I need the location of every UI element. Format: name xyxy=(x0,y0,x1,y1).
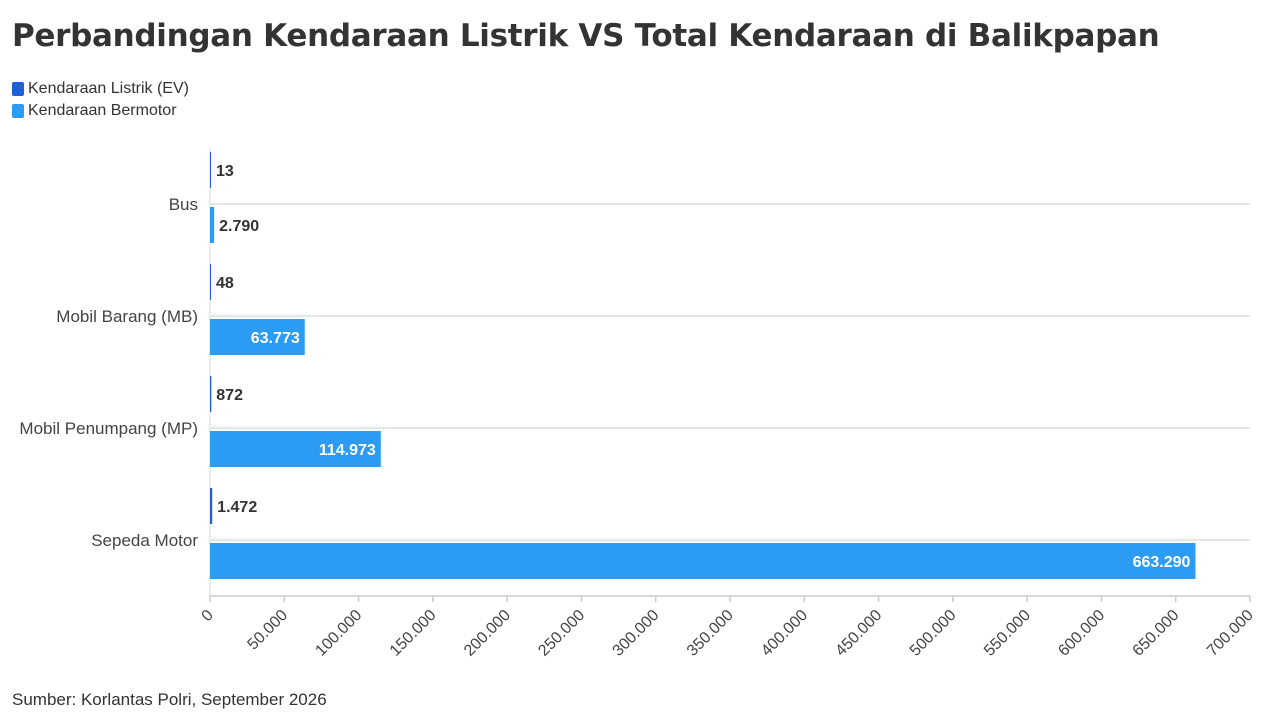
category-label: Sepeda Motor xyxy=(91,531,198,550)
x-tick-label: 400.000 xyxy=(758,607,811,660)
data-label-bermotor: 2.790 xyxy=(219,218,259,235)
data-label-bermotor: 663.290 xyxy=(1133,554,1191,571)
x-tick-label: 100.000 xyxy=(312,607,365,660)
legend-swatch-ev xyxy=(12,82,24,96)
data-label-ev: 1.472 xyxy=(217,499,257,516)
legend-item-ev[interactable]: Kendaraan Listrik (EV) xyxy=(12,78,189,100)
data-label-bermotor: 63.773 xyxy=(251,330,300,347)
x-tick-label: 300.000 xyxy=(610,607,663,660)
legend-label-ev: Kendaraan Listrik (EV) xyxy=(28,80,189,97)
legend-swatch-bermotor xyxy=(12,104,24,118)
data-label-ev: 13 xyxy=(216,163,234,180)
x-tick-label: 600.000 xyxy=(1055,607,1108,660)
category-label: Bus xyxy=(169,195,198,214)
x-tick-label: 650.000 xyxy=(1130,607,1183,660)
chart-title: Perbandingan Kendaraan Listrik VS Total … xyxy=(12,18,1160,54)
x-tick-label: 150.000 xyxy=(387,607,440,660)
x-tick-label: 700.000 xyxy=(1204,607,1257,660)
bar-chart: 0 50.000 100.000 150.000 200.000 250.000 300.0… xyxy=(19,148,1257,660)
x-tick-label: 50.000 xyxy=(244,607,291,654)
x-tick-label: 0 xyxy=(199,607,217,625)
bar-bermotor xyxy=(210,319,305,355)
category-label: Mobil Barang (MB) xyxy=(56,307,198,326)
legend: Kendaraan Listrik (EV) Kendaraan Bermoto… xyxy=(12,78,189,122)
category-label: Mobil Penumpang (MP) xyxy=(19,419,198,438)
bar-bermotor xyxy=(210,207,215,243)
source-note: Sumber: Korlantas Polri, September 2026 xyxy=(12,690,327,709)
x-tick-label: 350.000 xyxy=(684,607,737,660)
bar-ev xyxy=(210,264,211,300)
bar-bermotor xyxy=(210,543,1196,579)
bar-ev xyxy=(210,488,213,524)
data-label-ev: 872 xyxy=(216,387,243,404)
data-label-bermotor: 114.973 xyxy=(319,442,376,459)
x-tick-label: 450.000 xyxy=(832,607,885,660)
legend-item-bermotor[interactable]: Kendaraan Bermotor xyxy=(12,100,189,122)
x-tick-label: 200.000 xyxy=(461,607,514,660)
data-label-ev: 48 xyxy=(216,275,234,292)
bar-ev xyxy=(210,376,212,412)
x-tick-label: 250.000 xyxy=(535,607,588,660)
x-tick-label: 550.000 xyxy=(981,607,1034,660)
bar-bermotor xyxy=(210,431,381,467)
x-tick-label: 500.000 xyxy=(907,607,960,660)
bar-ev xyxy=(210,152,211,188)
legend-label-bermotor: Kendaraan Bermotor xyxy=(28,102,177,119)
